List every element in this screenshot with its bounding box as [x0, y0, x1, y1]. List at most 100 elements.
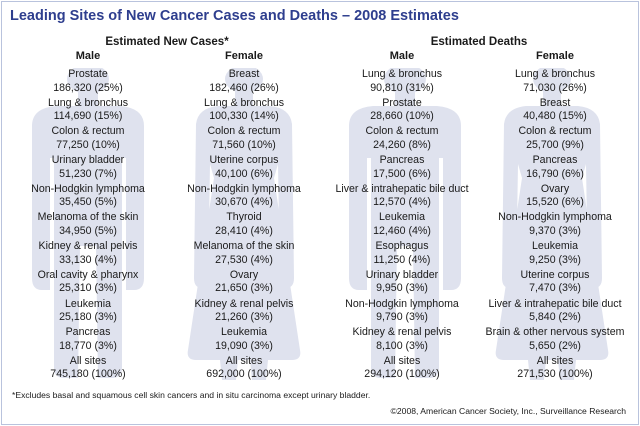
- site-name: Prostate: [68, 68, 108, 80]
- site-entry: Thyroid 28,410 (4%): [168, 211, 320, 240]
- site-name: Thyroid: [226, 211, 262, 224]
- site-name: Kidney & renal pelvis: [38, 240, 138, 253]
- site-entry: Urinary bladder 51,230 (7%): [12, 154, 164, 183]
- site-value: 18,770 (3%): [59, 339, 117, 352]
- site-name: Lung & bronchus: [361, 68, 443, 80]
- site-entry: All sites 692,000 (100%): [168, 355, 320, 384]
- site-value: 114,690 (15%): [53, 110, 123, 123]
- column-female-deaths: Lung & bronchus 71,030 (26%) Breast 40,480 …: [480, 68, 630, 384]
- male-silhouette-cases: [32, 68, 144, 378]
- site-entry: Pancreas 17,500 (6%): [324, 154, 480, 183]
- site-name: Liver & intrahepatic bile duct: [335, 182, 469, 195]
- site-entry: Liver & intrahepatic bile duct 12,570 (4%…: [324, 183, 480, 212]
- site-name: All sites: [383, 354, 421, 367]
- site-name: Melanoma of the skin: [193, 240, 295, 253]
- site-name: Liver & intrahepatic bile duct: [488, 297, 622, 310]
- site-entry: Melanoma of the skin 27,530 (4%): [168, 240, 320, 269]
- site-name: Urinary bladder: [51, 154, 125, 167]
- site-name: Kidney & renal pelvis: [194, 297, 294, 310]
- site-name: Oral cavity & pharynx: [37, 268, 139, 281]
- site-entry: Prostate 186,320 (25%): [12, 68, 164, 97]
- column-heading-male-deaths: Male: [389, 50, 415, 62]
- site-entry: Colon & rectum 71,560 (10%): [168, 125, 320, 154]
- site-value: 24,260 (8%): [373, 138, 431, 151]
- site-value: 15,520 (6%): [526, 196, 584, 209]
- copyright-credit: ©2008, American Cancer Society, Inc., Su…: [390, 406, 626, 416]
- site-entry: Lung & bronchus 71,030 (26%): [480, 68, 630, 97]
- site-value: 182,460 (26%): [209, 81, 279, 94]
- site-name: All sites: [536, 354, 574, 367]
- site-value: 100,330 (14%): [209, 110, 279, 123]
- site-value: 51,230 (7%): [59, 167, 117, 180]
- column-heading-male-cases: Male: [75, 50, 101, 62]
- site-value: 5,840 (2%): [529, 311, 581, 324]
- site-name: Ovary: [540, 182, 570, 195]
- site-entry: Urinary bladder 9,950 (3%): [324, 269, 480, 298]
- site-name: Prostate: [382, 96, 422, 109]
- site-name: Ovary: [229, 268, 259, 281]
- site-name: Non-Hodgkin lymphoma: [498, 211, 612, 224]
- column-male-cases: Prostate 186,320 (25%) Lung & bronchus 114,…: [12, 68, 164, 384]
- site-value: 9,790 (3%): [376, 311, 428, 324]
- site-value: 21,650 (3%): [215, 282, 273, 295]
- site-entry: Colon & rectum 24,260 (8%): [324, 125, 480, 154]
- site-name: Pancreas: [532, 154, 578, 167]
- column-female-cases: Breast 182,460 (26%) Lung & bronchus 100,33…: [168, 68, 320, 384]
- site-value: 71,030 (26%): [523, 81, 587, 94]
- site-entry: Leukemia 19,090 (3%): [168, 326, 320, 355]
- site-entry: Breast 182,460 (26%): [168, 68, 320, 97]
- site-name: Breast: [228, 68, 260, 80]
- site-entry: All sites 294,120 (100%): [324, 355, 480, 384]
- section-heading-deaths: Estimated Deaths: [430, 36, 528, 48]
- site-value: 28,410 (4%): [215, 225, 273, 238]
- site-name: Non-Hodgkin lymphoma: [31, 182, 145, 195]
- site-value: 25,180 (3%): [59, 311, 117, 324]
- footnote: *Excludes basal and squamous cell skin c…: [12, 390, 371, 400]
- site-value: 12,570 (4%): [373, 196, 431, 209]
- site-value: 30,670 (4%): [215, 196, 273, 209]
- site-entry: Pancreas 18,770 (3%): [12, 326, 164, 355]
- site-entry: Pancreas 16,790 (6%): [480, 154, 630, 183]
- site-name: Colon & rectum: [207, 125, 281, 138]
- site-name: Leukemia: [221, 326, 267, 339]
- page-title: Leading Sites of New Cancer Cases and De…: [10, 8, 459, 24]
- site-entry: Kidney & renal pelvis 21,260 (3%): [168, 298, 320, 327]
- site-name: All sites: [69, 354, 107, 367]
- site-value: 19,090 (3%): [215, 339, 273, 352]
- site-entry: Colon & rectum 25,700 (9%): [480, 125, 630, 154]
- site-entry: Kidney & renal pelvis 33,130 (4%): [12, 240, 164, 269]
- site-name: Pancreas: [379, 154, 425, 167]
- site-name: Esophagus: [375, 240, 429, 253]
- site-value: 25,310 (3%): [59, 282, 117, 295]
- site-name: Colon & rectum: [518, 125, 592, 138]
- column-heading-female-cases: Female: [225, 50, 263, 62]
- site-value: 40,100 (6%): [215, 167, 273, 180]
- site-entry: Colon & rectum 77,250 (10%): [12, 125, 164, 154]
- site-value: 28,660 (10%): [370, 110, 434, 123]
- site-value: 33,130 (4%): [59, 253, 117, 266]
- site-entry: Non-Hodgkin lymphoma 9,790 (3%): [324, 298, 480, 327]
- site-name: Leukemia: [379, 211, 425, 224]
- site-name: Brain & other nervous system: [485, 326, 625, 339]
- column-heading-female-deaths: Female: [536, 50, 574, 62]
- site-entry: Non-Hodgkin lymphoma 30,670 (4%): [168, 183, 320, 212]
- site-name: Uterine corpus: [520, 268, 590, 281]
- site-value: 294,120 (100%): [364, 368, 440, 381]
- site-value: 8,100 (3%): [376, 339, 428, 352]
- site-entry: Ovary 15,520 (6%): [480, 183, 630, 212]
- site-value: 9,250 (3%): [529, 253, 581, 266]
- site-name: Leukemia: [532, 240, 578, 253]
- site-value: 71,560 (10%): [212, 138, 276, 151]
- site-entry: Lung & bronchus 114,690 (15%): [12, 97, 164, 126]
- site-value: 35,450 (5%): [59, 196, 117, 209]
- site-value: 12,460 (4%): [373, 225, 431, 238]
- site-entry: Leukemia 25,180 (3%): [12, 298, 164, 327]
- site-entry: Melanoma of the skin 34,950 (5%): [12, 211, 164, 240]
- site-entry: Lung & bronchus 90,810 (31%): [324, 68, 480, 97]
- site-value: 7,470 (3%): [529, 282, 581, 295]
- site-entry: Non-Hodgkin lymphoma 9,370 (3%): [480, 211, 630, 240]
- site-value: 271,530 (100%): [517, 368, 593, 381]
- site-name: Kidney & renal pelvis: [352, 326, 452, 339]
- site-name: Leukemia: [65, 297, 111, 310]
